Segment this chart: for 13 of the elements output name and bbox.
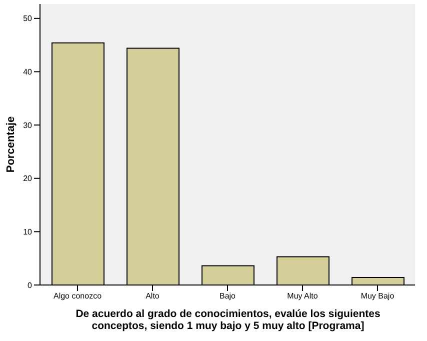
y-axis-title: Porcentaje xyxy=(4,116,17,173)
y-tick-label: 40 xyxy=(23,68,33,77)
x-axis-title: De acuerdo al grado de conocimientos, evalúe los siguientes conceptos, siendo 1 muy bajo y 5 muy alto [Programa] xyxy=(74,308,382,332)
x-tick-label: Algo conozco xyxy=(53,292,102,301)
x-tick-label: Muy Alto xyxy=(287,292,318,301)
y-tick-label: 10 xyxy=(23,228,33,237)
y-tick-label: 20 xyxy=(23,174,33,184)
y-tick-label: 50 xyxy=(23,14,33,24)
y-tick-label: 30 xyxy=(23,120,33,130)
x-tick-label: Alto xyxy=(146,292,160,301)
x-tick-label: Muy Bajo xyxy=(360,292,395,301)
y-tick-label: 0 xyxy=(28,280,33,290)
x-tick-label: Bajo xyxy=(219,292,236,301)
